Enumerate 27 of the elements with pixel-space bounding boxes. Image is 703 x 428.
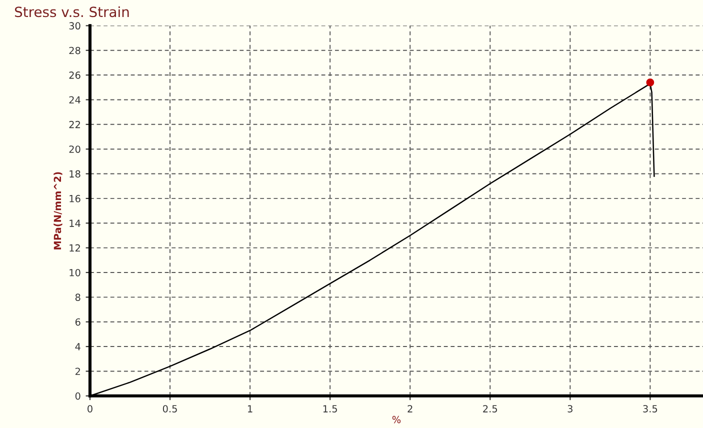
y-tick-label: 2 (75, 368, 80, 375)
y-tick-label: 16 (70, 194, 80, 202)
x-tick-label: 1 (248, 405, 252, 412)
y-tick-label: 26 (69, 72, 80, 79)
y-tick-label: 12 (70, 244, 80, 252)
y-tick-label: 18 (70, 170, 80, 178)
y-tick-label: 8 (75, 294, 80, 302)
x-tick-label: 3.5 (643, 405, 658, 412)
x-tick-label: 0.5 (162, 405, 177, 412)
y-tick-label: 10 (70, 268, 80, 276)
x-tick-label: 0 (88, 405, 92, 412)
y-tick-label: 14 (70, 220, 80, 227)
chart-title: Stress v.s. Strain (14, 6, 129, 18)
y-tick-label: 28 (69, 46, 80, 54)
y-tick-label: 4 (75, 343, 80, 350)
x-tick-label: 3 (568, 405, 572, 412)
x-tick-label: 2 (408, 405, 412, 412)
y-tick-label: 24 (69, 96, 80, 104)
y-tick-label: 20 (69, 146, 80, 153)
y-axis-title: MPa(N/mm^2) (54, 172, 62, 250)
x-axis-title: % (392, 416, 401, 424)
y-tick-label: 22 (69, 120, 80, 128)
x-tick-label: 2.5 (483, 405, 498, 412)
y-tick-label: 30 (69, 22, 80, 30)
y-tick-label: 0 (75, 392, 80, 400)
x-tick-label: 1.5 (323, 405, 337, 412)
y-tick-label: 6 (75, 318, 80, 326)
